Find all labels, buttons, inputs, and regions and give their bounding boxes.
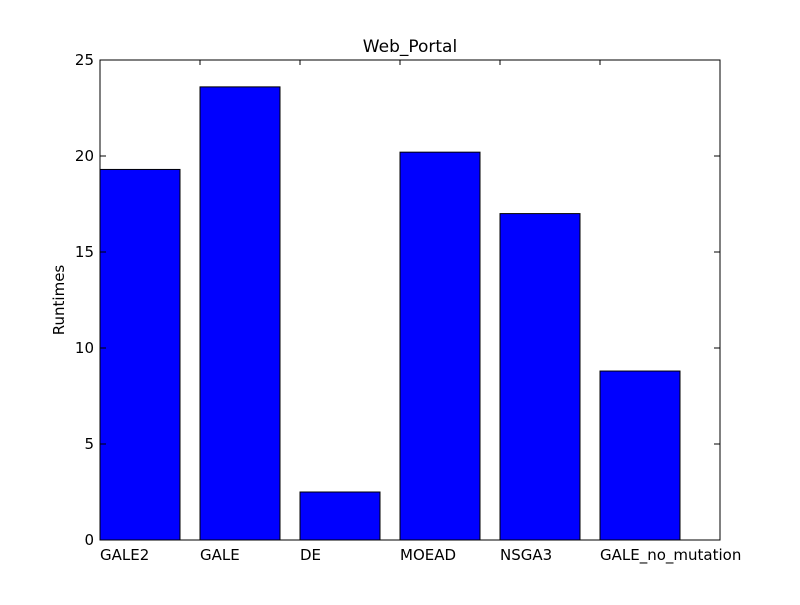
x-tick-label: MOEAD (400, 546, 456, 564)
y-tick-label: 0 (84, 531, 94, 549)
x-tick-label: DE (300, 546, 321, 564)
y-axis: 0 5 10 15 20 25 (75, 51, 720, 549)
x-axis: GALE2 GALE DE MOEAD NSGA3 GALE_no_mutation (99, 60, 741, 565)
y-tick-label: 25 (75, 51, 94, 69)
plot-frame (99, 59, 721, 541)
y-tick-label: 15 (75, 243, 94, 261)
bar-gale2 (99, 168, 181, 541)
x-tick-label: GALE2 (100, 546, 149, 564)
bar-de (299, 491, 381, 541)
x-tick-label: NSGA3 (500, 546, 552, 564)
y-tick-label: 10 (75, 339, 94, 357)
x-tick-label: GALE (200, 546, 240, 564)
bar-gale-no-mutation (599, 370, 681, 541)
y-tick-label: 20 (75, 147, 94, 165)
chart-title: Web_Portal (363, 37, 457, 57)
x-tick-label: GALE_no_mutation (600, 546, 741, 565)
y-tick-label: 5 (84, 435, 94, 453)
y-axis-label: Runtimes (50, 265, 68, 336)
bar-moead (399, 151, 481, 541)
bar-gale (199, 86, 281, 541)
bar-nsga3 (499, 213, 581, 541)
bars-group (99, 86, 681, 541)
